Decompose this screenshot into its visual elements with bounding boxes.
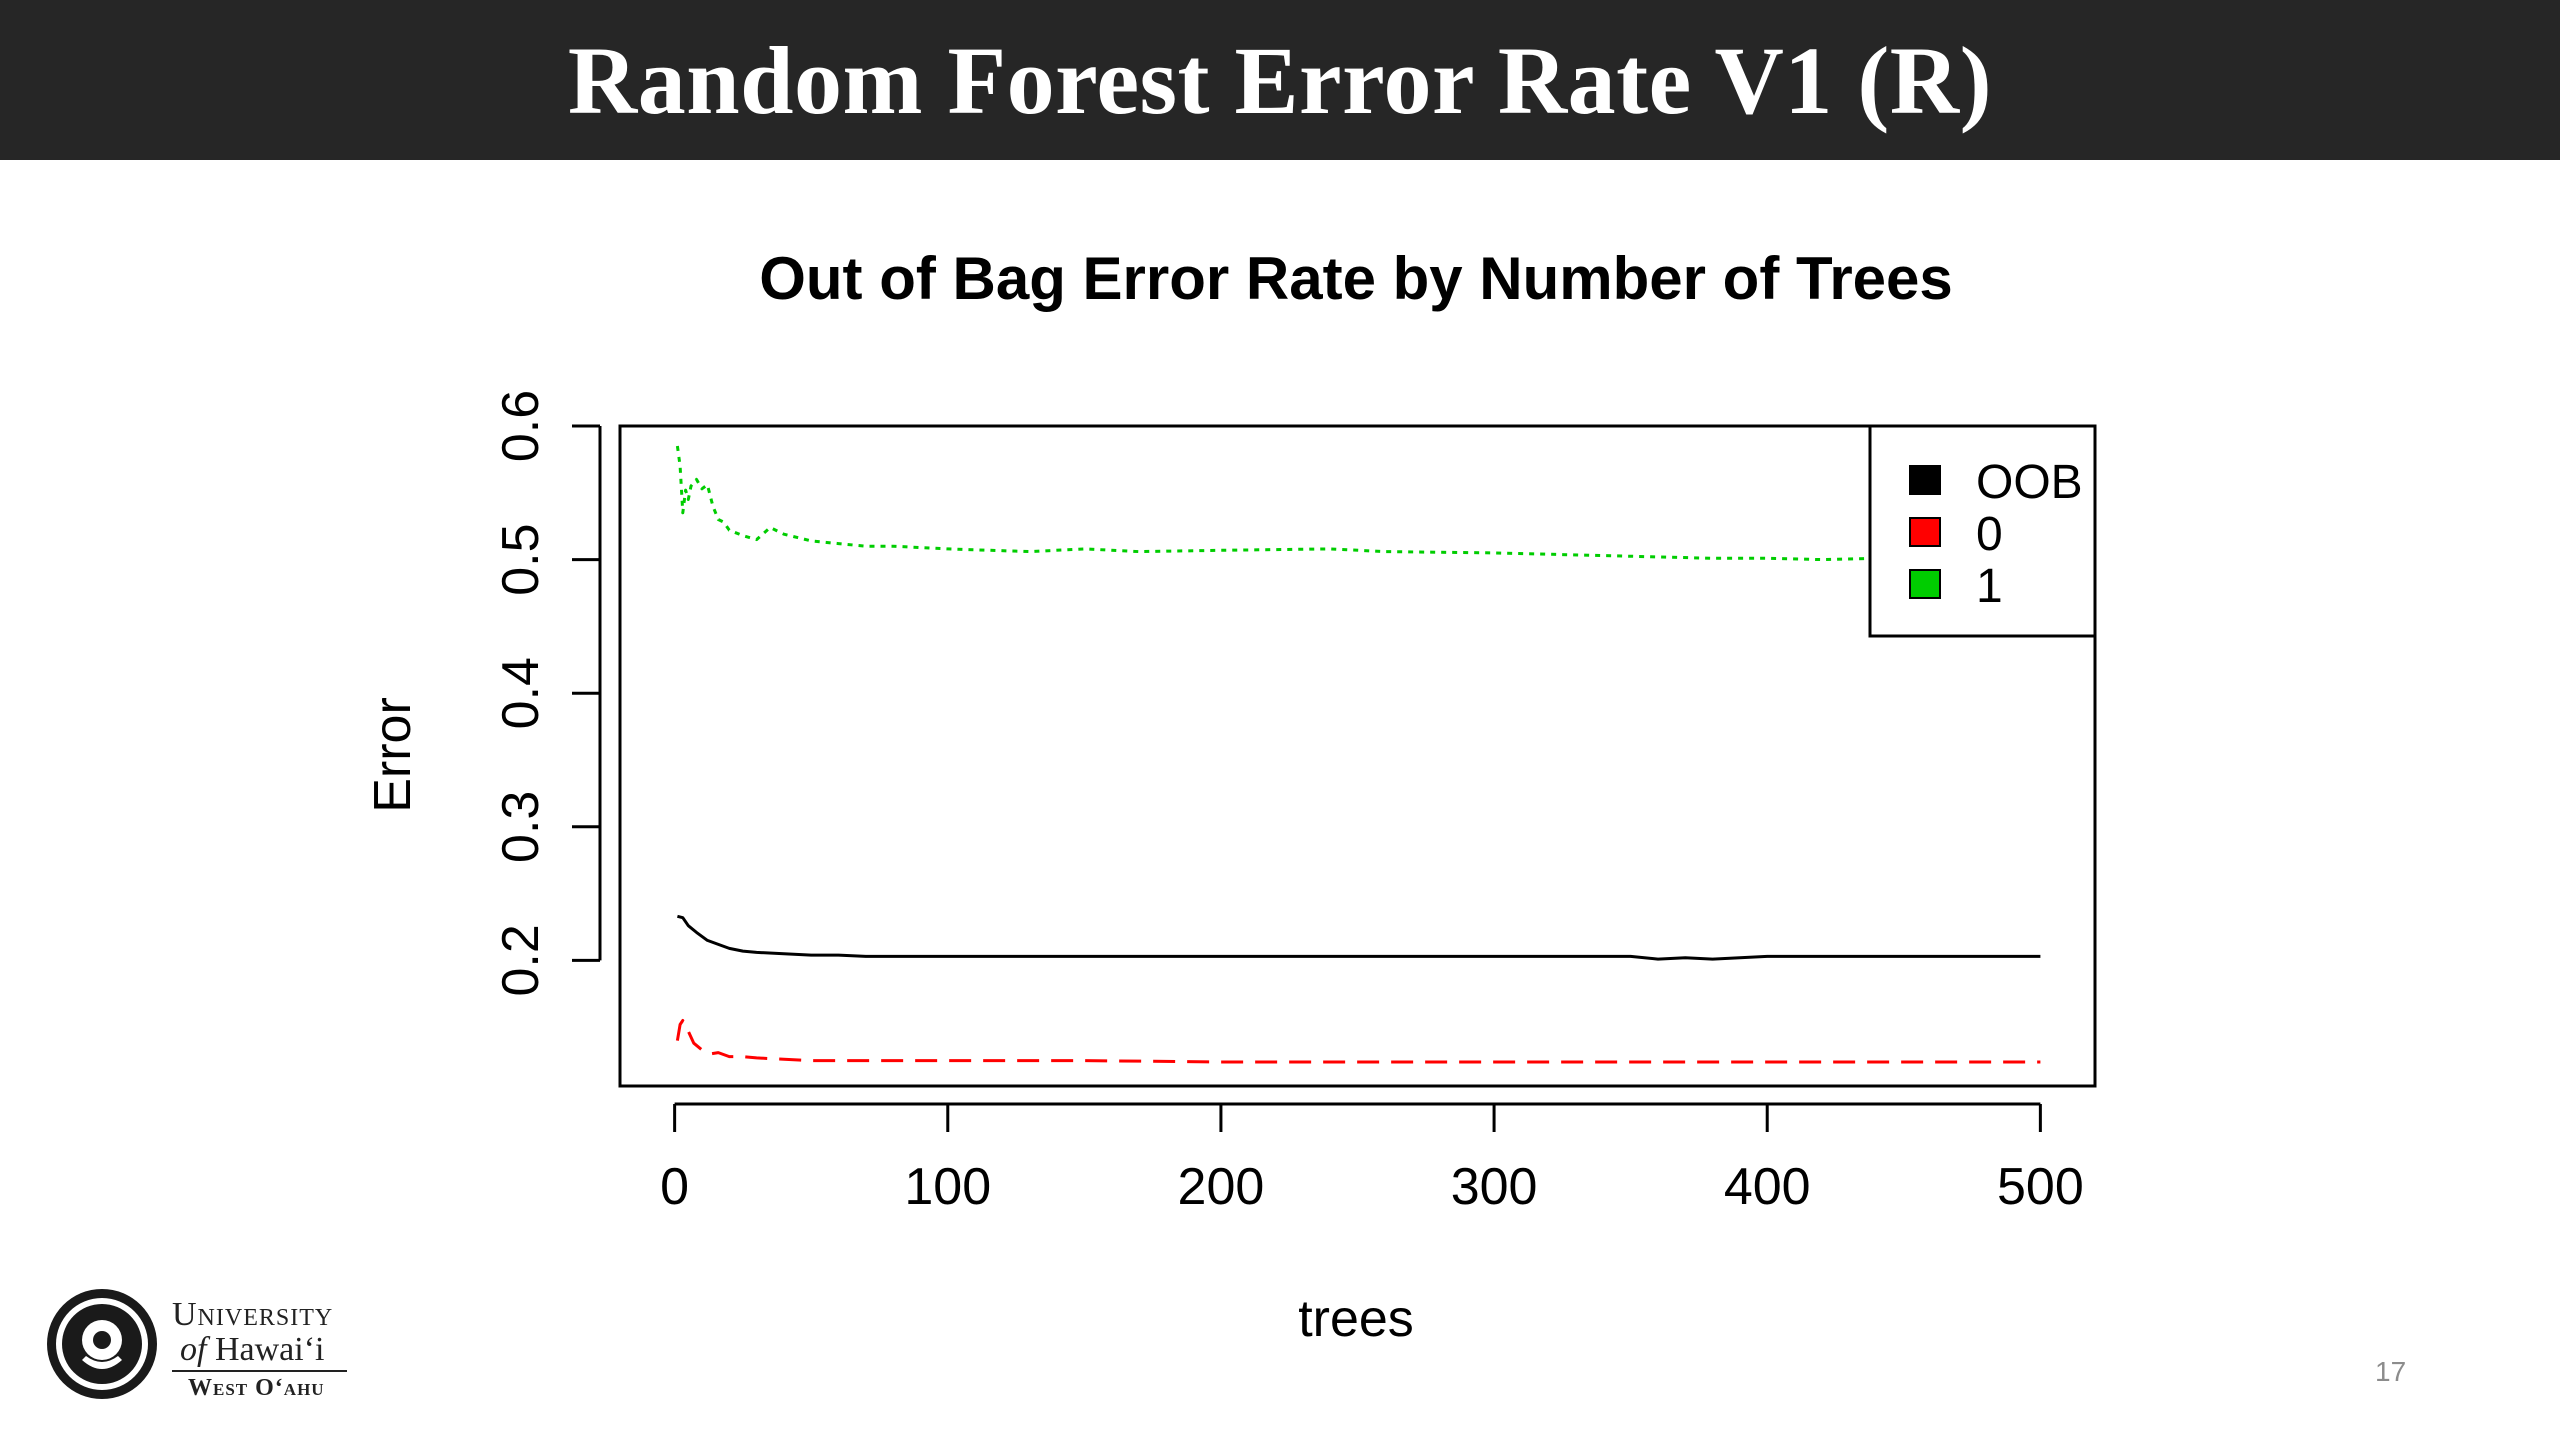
series-line-class-1 — [675, 445, 2041, 562]
legend-swatch — [1909, 517, 1941, 547]
title-bar: Random Forest Error Rate V1 (R) — [0, 0, 2560, 160]
chart: Out of Bag Error Rate by Number of Trees… — [364, 245, 2097, 1348]
x-tick-label: 300 — [1451, 1158, 1538, 1216]
x-tick-label: 400 — [1724, 1158, 1811, 1216]
x-tick-label: 500 — [1997, 1158, 2084, 1216]
legend-label: OOB — [1976, 456, 2083, 509]
university-seal-icon — [47, 1289, 157, 1399]
y-tick-label: 0.2 — [492, 924, 550, 996]
logo-hawaii-name: Hawaiʻi — [214, 1331, 325, 1368]
legend-label: 1 — [1976, 560, 2003, 613]
x-tick-label: 0 — [660, 1158, 689, 1216]
slide-title: Random Forest Error Rate V1 (R) — [567, 26, 1993, 134]
legend-label: 0 — [1976, 508, 2003, 561]
y-axis-label: Error — [364, 697, 422, 813]
y-tick-label: 0.6 — [492, 390, 550, 462]
logo-university: University — [172, 1296, 334, 1333]
university-wordmark: University of Hawaiʻi West Oʻahu — [172, 1298, 347, 1402]
series-line-class-0 — [675, 1019, 2041, 1064]
y-tick-label: 0.3 — [492, 791, 550, 863]
axis-ticks: 0 100 200 300 400 500 0.2 0.3 0.4 0.5 0.6 — [492, 390, 2084, 1216]
legend-swatch — [1909, 465, 1941, 495]
x-axis-label: trees — [1298, 1290, 1414, 1348]
x-tick-label: 100 — [904, 1158, 991, 1216]
logo-west-oahu: West Oʻahu — [188, 1375, 325, 1401]
series-lines — [675, 445, 2041, 1064]
legend-swatch — [1909, 569, 1941, 599]
slide-number: 17 — [2375, 1356, 2407, 1387]
plot-frame — [618, 424, 2097, 1088]
y-tick-label: 0.5 — [492, 523, 550, 595]
university-logo: University of Hawaiʻi West Oʻahu — [44, 1284, 374, 1414]
y-tick-label: 0.4 — [492, 657, 550, 729]
x-tick-label: 200 — [1178, 1158, 1265, 1216]
series-line-oob — [677, 914, 2041, 961]
legend-box — [1868, 424, 2097, 638]
logo-hawaii: of Hawaiʻi — [172, 1332, 347, 1368]
logo-divider — [172, 1370, 347, 1372]
logo-of: of — [180, 1331, 207, 1368]
chart-title: Out of Bag Error Rate by Number of Trees — [759, 245, 1953, 312]
